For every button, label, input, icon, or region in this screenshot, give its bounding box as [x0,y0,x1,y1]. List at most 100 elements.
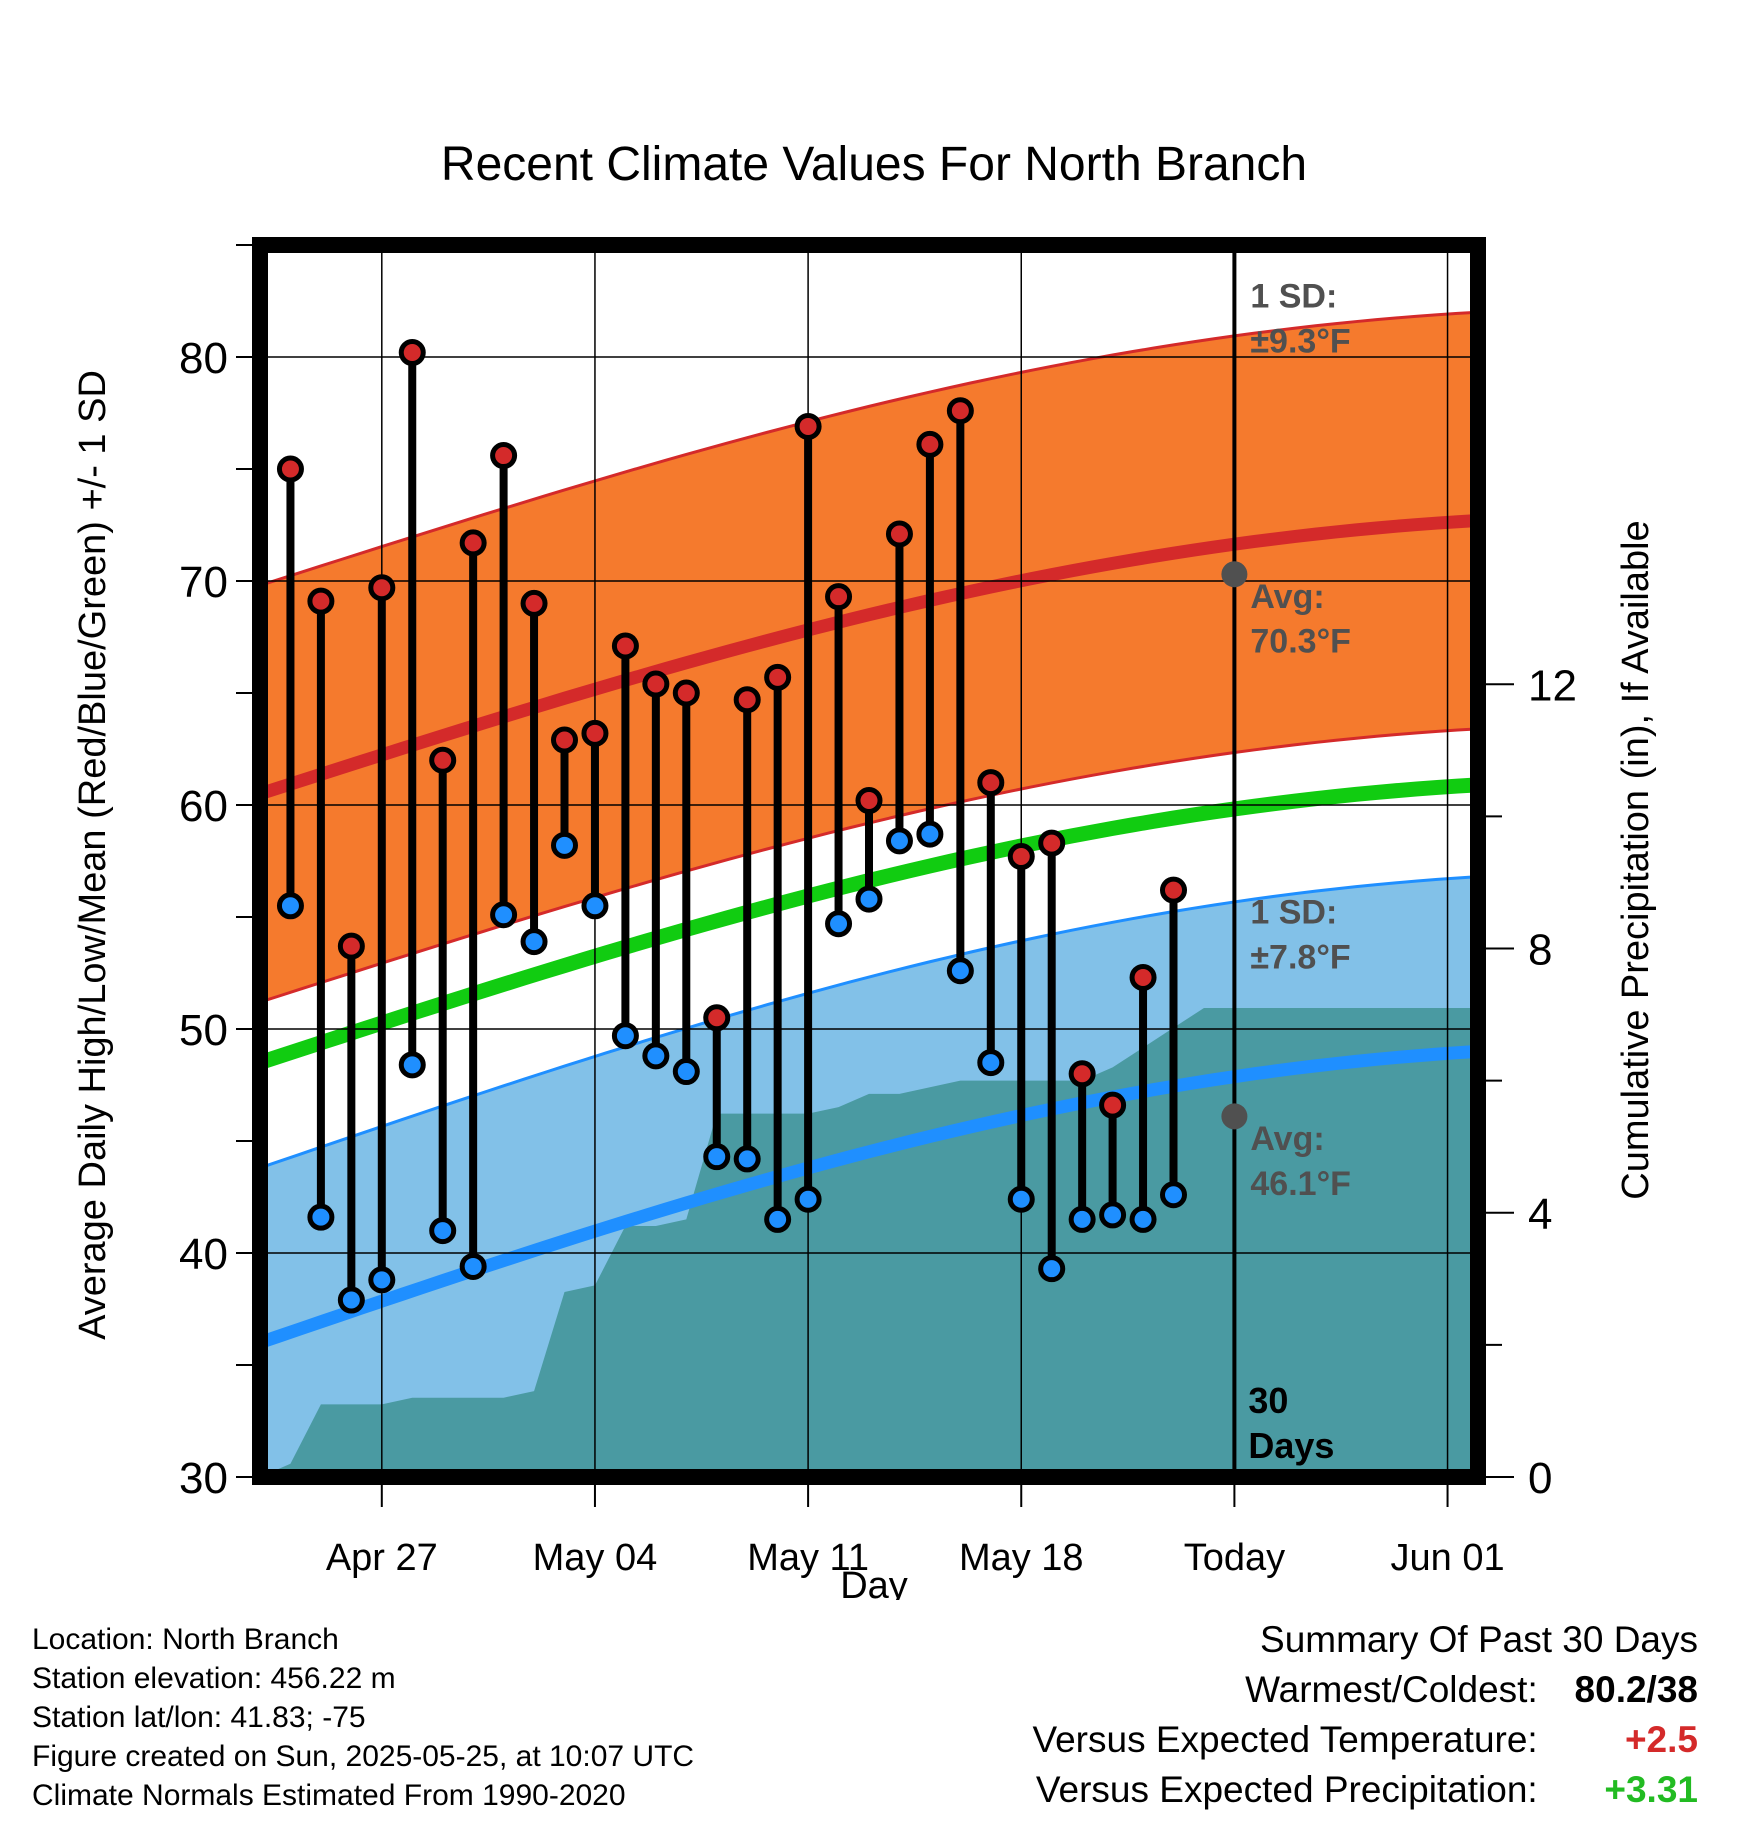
daily-high-point [307,587,335,615]
x-tick-label: May 04 [533,1537,658,1579]
daily-high-point [703,1004,731,1032]
daily-low-point [1007,1185,1035,1213]
y2-tick-label: 4 [1528,1190,1552,1239]
daily-high-point [398,339,426,367]
daily-high-point [1160,876,1187,904]
daily-low-point [946,957,974,985]
y2-tick-label: 8 [1528,926,1552,975]
summary-panel: Summary Of Past 30 Days Warmest/Coldest:… [1032,1615,1698,1815]
warmest-label: Warmest/Coldest: [1245,1669,1538,1710]
high-sd-label: 1 SD: [1250,278,1337,316]
daily-low-point [337,1286,365,1314]
elevation-text: Station elevation: 456.22 m [32,1662,396,1695]
y-tick-label: 70 [179,558,228,607]
daily-low-point [307,1203,335,1231]
daily-high-point [1068,1060,1096,1088]
x-tick-label: Jun 01 [1391,1537,1505,1579]
daily-high-point [276,455,304,483]
daily-high-point [337,932,365,960]
daily-low-point [1129,1205,1157,1233]
daily-high-point [520,589,548,617]
daily-high-point [551,726,578,754]
y-tick-label: 80 [179,334,228,383]
low-sd-label: ±7.8°F [1250,939,1350,977]
x-tick-label: May 11 [747,1537,869,1579]
today-low-marker [1221,1103,1248,1130]
daily-high-point [490,442,518,470]
today-days-label: Days [1248,1425,1334,1466]
daily-low-point [794,1185,822,1213]
daily-high-point [733,686,761,714]
precip-departure-label: Versus Expected Precipitation: [1035,1769,1538,1810]
y-tick-label: 30 [179,1454,228,1503]
location-text: Location: North Branch [32,1623,339,1656]
daily-high-point [855,787,883,815]
latlon-text: Station lat/lon: 41.83; -75 [32,1701,366,1734]
x-axis-label: Day [840,1565,908,1600]
low-avg-label: 46.1°F [1250,1165,1351,1203]
daily-low-point [855,885,883,913]
daily-low-point [490,901,518,929]
daily-high-point [946,397,974,425]
today-high-marker [1221,561,1248,588]
daily-high-point [794,412,822,440]
plot-frame [252,237,1486,1485]
daily-low-point [764,1205,792,1233]
low-sd-upper-line [260,875,1478,1170]
daily-low-point [1099,1201,1127,1229]
y2-tick-label: 12 [1528,661,1577,710]
daily-high-point [368,574,396,602]
daily-high-point [1038,829,1066,857]
daily-low-point [459,1252,487,1280]
daily-high-point [764,663,792,691]
high-sd-upper-line [260,310,1478,587]
daily-high-point [825,583,853,611]
daily-low-point [1038,1255,1066,1283]
daily-low-point [825,910,853,938]
x-tick-label: May 18 [959,1537,1084,1579]
y-tick-label: 60 [179,782,228,831]
daily-high-point [429,746,457,774]
high-avg-line [260,514,1478,800]
y2-tick-label: 0 [1528,1454,1552,1503]
daily-high-point [977,769,1005,797]
y-tick-label: 50 [179,1006,228,1055]
daily-high-point [1099,1091,1127,1119]
daily-low-point [520,928,548,956]
y2-axis-label: Cumulative Precipitation (in), If Availa… [1615,520,1657,1199]
normals-text: Climate Normals Estimated From 1990-2020 [32,1779,626,1812]
daily-high-point [1129,963,1157,991]
temp-departure-label: Versus Expected Temperature: [1032,1719,1538,1760]
daily-low-point [398,1051,426,1079]
daily-low-point [429,1217,457,1245]
daily-low-point [611,1022,639,1050]
low-avg-label: Avg: [1250,1120,1324,1158]
x-tick-label: Apr 27 [326,1537,438,1579]
high-avg-label: 70.3°F [1250,623,1351,661]
daily-low-point [672,1058,700,1086]
high-avg-label: Avg: [1250,578,1324,616]
axes: 30 40 50 60 70 80 0 4 8 12 Apr 27 May 04 May 11 May 1… [179,237,1577,1579]
precip-departure-row: Versus Expected Precipitation: +3.31 [1032,1765,1698,1815]
x-tick-label: Today [1184,1537,1285,1579]
daily-low-point [885,827,913,855]
daily-low-point [916,820,944,848]
created-text: Figure created on Sun, 2025-05-25, at 10… [32,1740,695,1773]
daily-high-point [1007,843,1035,871]
temp-departure-row: Versus Expected Temperature: +2.5 [1032,1715,1698,1765]
y-tick-label: 40 [179,1230,228,1279]
low-sd-label: 1 SD: [1250,894,1337,932]
daily-low-point [733,1145,761,1173]
high-sd-label: ±9.3°F [1250,323,1350,361]
precip-departure-value: +3.31 [1604,1769,1698,1810]
summary-title: Summary Of Past 30 Days [1260,1619,1698,1660]
daily-high-point [611,632,639,660]
daily-high-point [672,679,700,707]
chart-title: Recent Climate Values For North Branch [441,138,1307,191]
daily-high-point [885,520,913,548]
warmest-value: 80.2/38 [1574,1669,1698,1710]
daily-low-point [703,1143,731,1171]
climate-chart: 30 Days 1 SD: ±9.3°F Avg: 70.3°F 1 SD: ±7.8°F Av… [72,138,1657,1600]
